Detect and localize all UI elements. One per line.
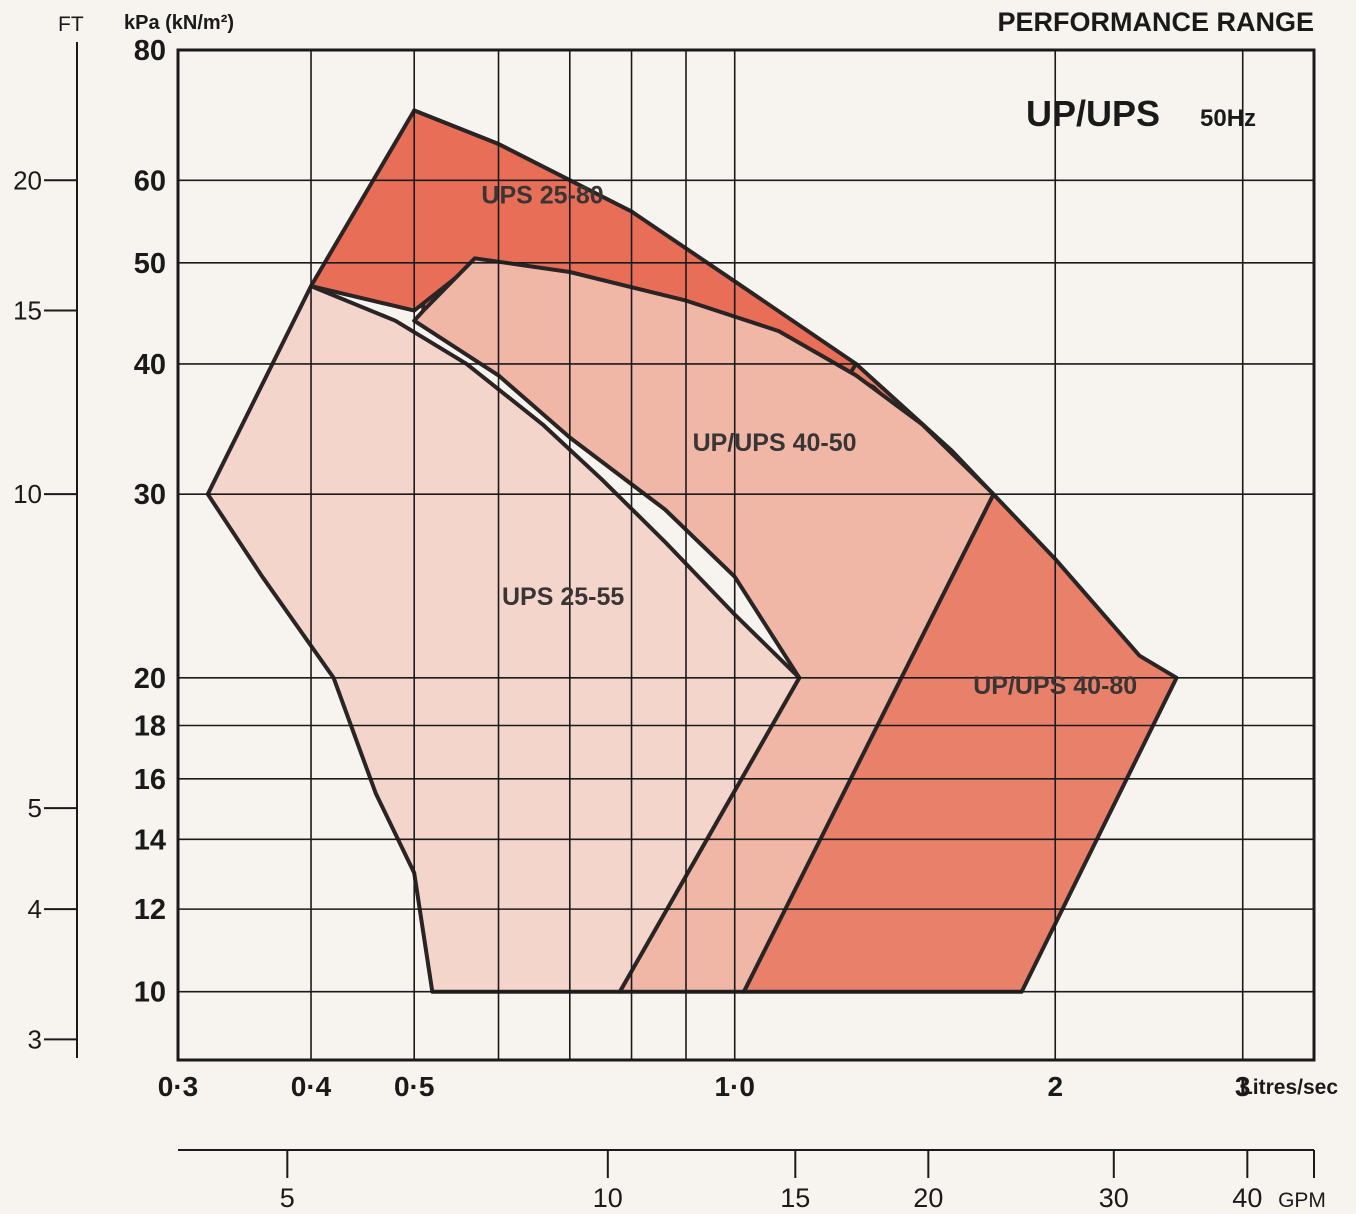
region-ups-25-55	[205, 284, 802, 994]
y-tick-label: 30	[134, 479, 166, 511]
series-label: UPS 25-55	[502, 583, 624, 611]
plot-frame	[176, 48, 1316, 1062]
series-label: UP/UPS 40-50	[693, 429, 857, 457]
gpm-tick-label: 15	[780, 1183, 810, 1213]
y-tick-label: 10	[134, 977, 166, 1009]
x-tick-label: 3	[1235, 1071, 1251, 1102]
ft-tick-label: 3	[28, 1024, 42, 1054]
x-tick-label: 1·0	[714, 1071, 754, 1102]
x-tick-label: 0·3	[158, 1071, 198, 1102]
y-tick-label: 18	[134, 711, 166, 743]
ft-tick-label: 5	[28, 793, 42, 823]
gpm-tick-label: 5	[280, 1183, 295, 1213]
y-tick-label: 40	[134, 349, 166, 381]
y-tick-label: 12	[134, 894, 166, 926]
chart-title: UP/UPS	[1026, 93, 1160, 134]
chart-subtitle: 50Hz	[1200, 105, 1256, 132]
x-axis-label: Litres/sec	[1240, 1076, 1338, 1099]
x-tick-label: 0·4	[291, 1071, 332, 1102]
gpm-tick-label: 30	[1099, 1183, 1129, 1213]
gpm-tick-label: 10	[593, 1183, 623, 1213]
page-title: PERFORMANCE RANGE	[997, 7, 1314, 37]
y-tick-label: 80	[134, 35, 166, 67]
ft-tick-label: 10	[13, 479, 42, 509]
y-tick-label: 60	[134, 165, 166, 197]
ft-tick-label: 4	[28, 894, 42, 924]
ft-tick-label: 15	[13, 296, 42, 326]
ft-axis-label: FT	[58, 13, 84, 36]
x-tick-label: 2	[1047, 1071, 1063, 1102]
gpm-axis-label: GPM	[1278, 1189, 1326, 1212]
y-tick-label: 14	[134, 824, 166, 856]
y-axis-label: kPa (kN/m²)	[124, 12, 234, 34]
y-tick-label: 20	[134, 663, 166, 695]
gpm-tick-label: 40	[1232, 1183, 1262, 1213]
gpm-tick-label: 20	[913, 1183, 943, 1213]
series-label: UPS 25-80	[481, 182, 603, 210]
x-tick-label: 0·5	[394, 1071, 434, 1102]
y-tick-label: 50	[134, 248, 166, 280]
ft-tick-label: 20	[13, 165, 42, 195]
y-tick-label: 16	[134, 764, 166, 796]
series-label: UP/UPS 40-80	[973, 672, 1137, 700]
